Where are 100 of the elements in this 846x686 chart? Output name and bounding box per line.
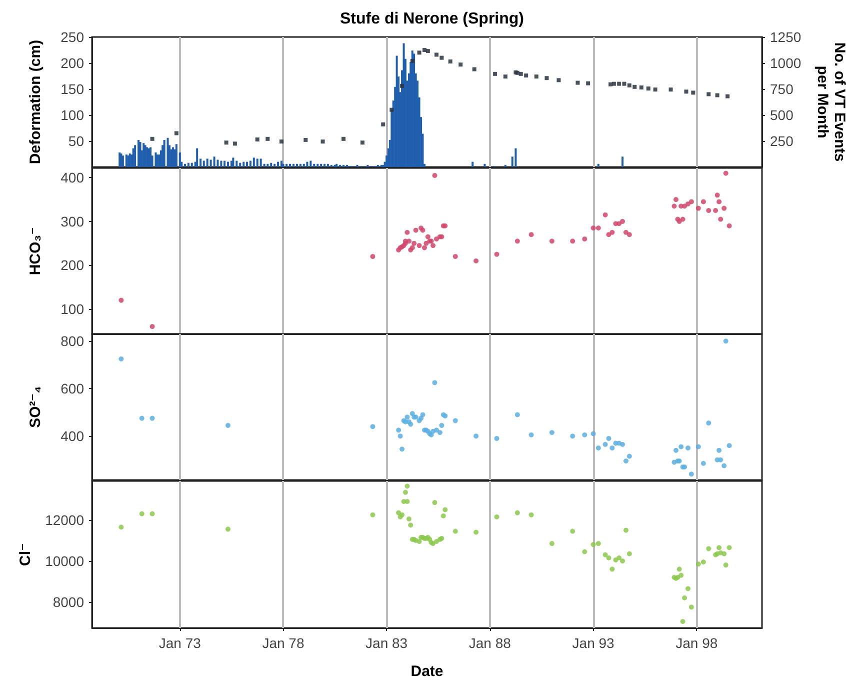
bar: [232, 158, 234, 167]
bar: [184, 164, 186, 167]
y-tick-label: 400: [60, 170, 84, 186]
y-tick-label: 100: [60, 107, 84, 123]
point: [426, 49, 430, 54]
y-tick-label: 600: [60, 380, 84, 397]
x-tick-label: Jan 73: [158, 635, 202, 651]
point: [726, 94, 730, 98]
bar: [196, 148, 198, 167]
y-tick-label: 8000: [52, 594, 84, 610]
y-tick-label: 12000: [45, 512, 84, 528]
chart-title: Stufe di Nerone (Spring): [340, 10, 524, 28]
point: [174, 131, 178, 136]
y-axis-title: SO²⁻₄: [27, 386, 44, 428]
bar: [326, 164, 329, 167]
point: [715, 93, 720, 98]
point: [266, 136, 270, 141]
bar: [242, 162, 245, 167]
point: [668, 88, 673, 92]
x-tick-label: Jan 88: [468, 635, 512, 651]
point: [534, 74, 538, 79]
bar: [256, 158, 258, 167]
point: [440, 56, 444, 60]
point: [684, 90, 688, 94]
point: [691, 90, 696, 95]
point: [544, 76, 549, 80]
point: [632, 84, 637, 89]
bar: [187, 162, 190, 167]
point: [360, 140, 364, 145]
bar: [226, 162, 229, 167]
x-tick-label: Jan 98: [676, 635, 718, 651]
bar: [310, 160, 312, 167]
y-tick-label: 200: [60, 257, 84, 274]
point: [304, 138, 308, 142]
point: [410, 58, 414, 63]
point: [448, 59, 452, 64]
point: [255, 137, 260, 142]
y-axis-title: Cl⁻: [17, 543, 34, 566]
bar: [514, 148, 517, 167]
point: [646, 86, 650, 90]
bar: [210, 160, 212, 167]
point: [422, 48, 426, 52]
point: [706, 92, 711, 96]
bar: [472, 162, 474, 167]
point: [576, 80, 580, 85]
bar: [220, 160, 222, 167]
bar: [274, 164, 276, 167]
bar: [206, 158, 208, 167]
bar: [246, 162, 248, 167]
bar: [213, 156, 216, 167]
y-tick-label: 400: [60, 428, 84, 444]
bar: [282, 164, 284, 167]
point: [653, 88, 658, 92]
point: [622, 82, 626, 86]
x-axis-title: Date: [410, 663, 444, 680]
y2-tick-label: 500: [770, 107, 794, 123]
point: [627, 83, 632, 88]
bar: [277, 162, 280, 167]
bar: [597, 164, 600, 167]
point: [518, 72, 523, 76]
y-axis-title: Deformation (cm): [27, 40, 44, 164]
y-tick-label: 200: [60, 55, 84, 71]
point: [342, 136, 346, 141]
bar: [239, 162, 242, 167]
x-tick-label: Jan 93: [572, 635, 615, 651]
y-tick-label: 150: [60, 81, 84, 97]
bar: [324, 164, 326, 167]
point: [617, 82, 622, 86]
bar: [289, 164, 292, 167]
y2-axis-title: No. of VT Events per Month: [814, 42, 846, 162]
y-tick-label: 10000: [45, 552, 84, 569]
y2-tick-label: 250: [770, 133, 794, 149]
y2-tick-label: 750: [770, 81, 794, 97]
bar: [299, 164, 302, 167]
x-tick-label: Jan 83: [366, 635, 408, 651]
bar: [484, 164, 486, 167]
y-tick-label: 250: [60, 29, 84, 45]
point: [224, 140, 228, 145]
bar: [302, 164, 305, 167]
bar: [122, 156, 124, 167]
point: [381, 122, 386, 126]
bar: [249, 160, 252, 167]
bar: [216, 160, 219, 167]
bar: [202, 160, 205, 167]
point: [150, 136, 154, 141]
bar: [190, 162, 193, 167]
y2-tick-label: 1250: [770, 29, 802, 45]
bar: [138, 140, 140, 167]
bar: [260, 158, 262, 167]
point: [639, 85, 644, 90]
point: [493, 72, 498, 76]
point: [586, 81, 590, 86]
point: [556, 78, 561, 82]
bar: [266, 164, 269, 167]
point: [458, 62, 463, 67]
bar: [296, 164, 298, 167]
y-tick-label: 50: [68, 133, 84, 149]
bar: [316, 164, 319, 167]
bar: [413, 54, 416, 167]
bar: [286, 164, 288, 167]
